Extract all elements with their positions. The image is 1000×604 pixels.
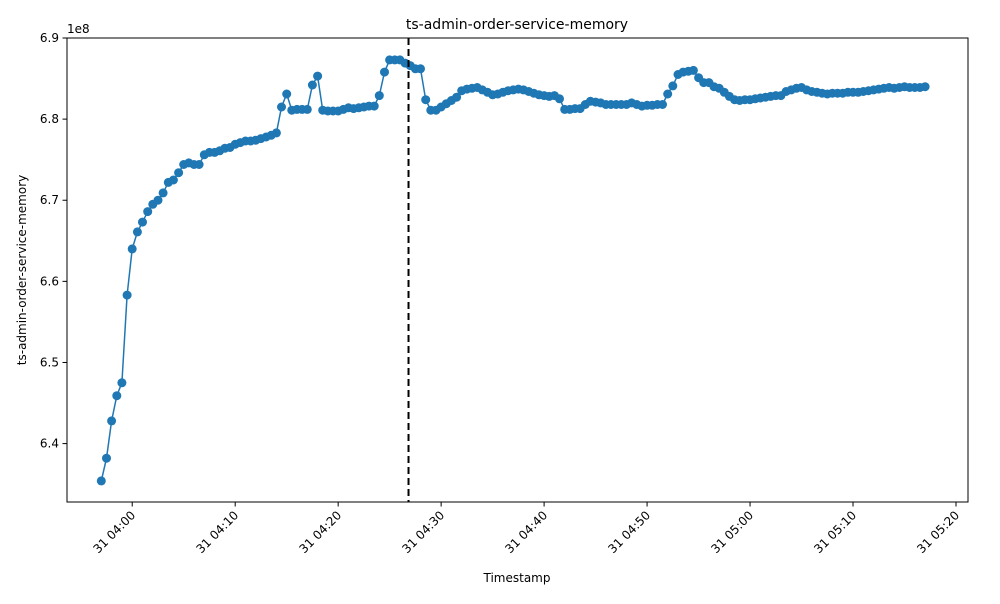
data-point xyxy=(277,102,286,112)
data-point xyxy=(688,65,698,75)
x-tick-label: 31 04:40 xyxy=(502,508,550,556)
y-tick-label: 6.9 xyxy=(40,31,59,45)
y-tick-label: 6.7 xyxy=(40,193,59,207)
data-point xyxy=(138,217,147,227)
x-tick-label: 31 05:10 xyxy=(811,508,859,556)
data-point xyxy=(112,391,122,401)
data-point xyxy=(271,128,281,138)
data-point xyxy=(920,82,930,92)
y-axis-title: ts-admin-order-service-memory xyxy=(15,175,29,365)
data-point xyxy=(668,81,678,91)
data-point xyxy=(555,94,564,104)
data-point xyxy=(107,416,117,426)
plot-frame xyxy=(66,37,969,503)
y-tick-label: 6.5 xyxy=(40,355,59,369)
data-point xyxy=(302,104,312,114)
x-tick-label: 31 05:20 xyxy=(914,508,962,556)
x-axis-ticks: 31 04:00 31 04:10 31 04:20 31 04:30 31 04:40… xyxy=(90,502,962,556)
data-point xyxy=(663,89,673,99)
x-tick-label: 31 04:20 xyxy=(296,508,344,556)
data-point xyxy=(282,89,292,99)
data-point xyxy=(452,92,462,102)
x-axis-title: Timestamp xyxy=(483,571,551,585)
x-tick-label: 31 04:00 xyxy=(90,508,138,556)
y-axis-ticks: 6.4 6.5 6.6 6.7 6.8 6.9 xyxy=(40,31,67,451)
data-point xyxy=(421,95,431,105)
data-point xyxy=(374,91,384,101)
data-point xyxy=(122,290,132,300)
x-tick-label: 31 05:00 xyxy=(708,508,756,556)
chart-title: ts-admin-order-service-memory xyxy=(406,17,628,33)
data-point xyxy=(194,160,204,169)
x-tick-label: 31 04:10 xyxy=(193,508,241,556)
data-point xyxy=(658,100,667,109)
data-point xyxy=(153,195,163,205)
data-point xyxy=(96,476,106,486)
data-point xyxy=(307,80,317,90)
data-point xyxy=(127,244,137,254)
plot-background xyxy=(67,38,968,502)
data-point xyxy=(132,227,142,237)
data-point xyxy=(313,71,323,81)
y-axis-multiplier: 1e8 xyxy=(67,22,90,36)
data-point xyxy=(102,453,111,463)
data-point xyxy=(174,168,184,178)
data-point xyxy=(158,188,168,198)
data-point xyxy=(369,101,379,111)
data-point xyxy=(117,378,127,388)
data-point xyxy=(416,64,425,74)
data-point xyxy=(168,175,178,185)
data-point xyxy=(143,207,153,217)
y-tick-label: 6.8 xyxy=(40,112,59,126)
series-layer xyxy=(96,55,930,486)
data-point xyxy=(380,67,389,77)
x-tick-label: 31 04:30 xyxy=(399,508,447,556)
y-tick-label: 6.6 xyxy=(40,274,59,288)
x-tick-label: 31 04:50 xyxy=(605,508,653,556)
y-tick-label: 6.4 xyxy=(40,437,59,451)
